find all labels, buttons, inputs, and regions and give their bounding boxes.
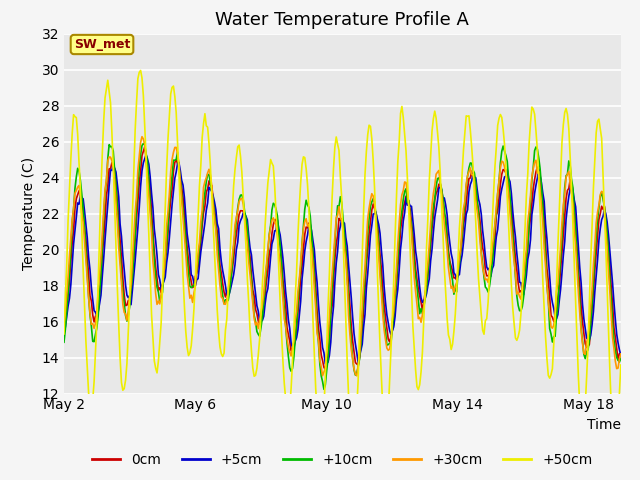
0cm — [564, 188, 572, 193]
+50cm — [611, 448, 619, 454]
+30cm — [248, 285, 255, 291]
0cm — [617, 353, 625, 359]
+30cm — [60, 320, 68, 326]
+10cm — [617, 355, 625, 361]
0cm — [470, 177, 478, 183]
+30cm — [470, 179, 478, 184]
+10cm — [372, 213, 380, 219]
+50cm — [452, 288, 460, 294]
+50cm — [617, 362, 625, 368]
Line: +5cm: +5cm — [64, 155, 621, 364]
0cm — [60, 322, 68, 327]
+10cm — [60, 339, 68, 345]
+5cm — [454, 271, 462, 277]
+30cm — [564, 171, 572, 177]
+5cm — [142, 152, 150, 157]
+10cm — [228, 262, 236, 267]
0cm — [141, 144, 148, 150]
0cm — [321, 367, 329, 372]
Line: +10cm: +10cm — [64, 144, 621, 389]
+5cm — [372, 209, 380, 215]
+30cm — [372, 216, 380, 222]
+10cm — [470, 170, 478, 176]
+30cm — [228, 253, 236, 259]
+5cm — [470, 174, 478, 180]
X-axis label: Time: Time — [587, 418, 621, 432]
+30cm — [454, 266, 462, 272]
+30cm — [353, 373, 360, 379]
+50cm — [137, 68, 145, 73]
+50cm — [228, 209, 236, 215]
Y-axis label: Temperature (C): Temperature (C) — [22, 157, 36, 270]
+5cm — [228, 278, 236, 284]
+5cm — [248, 252, 255, 258]
+10cm — [320, 386, 328, 392]
Text: SW_met: SW_met — [74, 38, 130, 51]
Title: Water Temperature Profile A: Water Temperature Profile A — [216, 11, 469, 29]
+10cm — [454, 270, 462, 276]
0cm — [454, 273, 462, 278]
+50cm — [469, 163, 477, 169]
0cm — [372, 210, 380, 216]
+10cm — [248, 277, 255, 283]
0cm — [248, 272, 255, 277]
+30cm — [138, 134, 146, 140]
0cm — [228, 266, 236, 272]
+50cm — [562, 106, 570, 111]
Legend: 0cm, +5cm, +10cm, +30cm, +50cm: 0cm, +5cm, +10cm, +30cm, +50cm — [87, 447, 598, 472]
+10cm — [140, 141, 147, 146]
+5cm — [321, 361, 329, 367]
Line: 0cm: 0cm — [64, 147, 621, 370]
+30cm — [617, 351, 625, 357]
+10cm — [564, 171, 572, 177]
+5cm — [60, 324, 68, 330]
Line: +30cm: +30cm — [64, 137, 621, 376]
+5cm — [617, 352, 625, 358]
+50cm — [248, 348, 255, 353]
+5cm — [564, 204, 572, 209]
+50cm — [60, 331, 68, 337]
+50cm — [371, 185, 378, 191]
Line: +50cm: +50cm — [64, 71, 621, 451]
